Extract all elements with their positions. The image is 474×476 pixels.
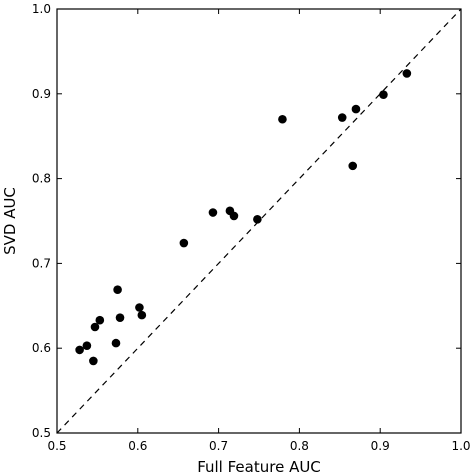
data-point [208, 208, 218, 217]
identity-dashed-line [56, 8, 462, 434]
y-tick-label: 0.5 [32, 426, 51, 440]
data-point [89, 356, 98, 366]
data-point [113, 285, 122, 294]
x-tick-label: 0.5 [47, 439, 66, 453]
x-axis-ticks: 0.5 0.6 0.7 0.8 0.9 1.0 [47, 9, 471, 453]
data-point [115, 313, 125, 322]
y-tick-label: 1.0 [32, 2, 51, 16]
x-tick-label: 0.9 [371, 439, 390, 453]
data-point [82, 341, 92, 350]
y-axis-label: SVD AUC [1, 187, 19, 255]
y-tick-label: 0.6 [32, 341, 51, 355]
y-tick-label: 0.8 [32, 172, 51, 186]
data-point [111, 338, 121, 348]
data-point [253, 215, 262, 224]
x-tick-label: 0.6 [128, 439, 147, 453]
data-point [135, 303, 144, 312]
x-tick-label: 0.8 [290, 439, 309, 453]
data-point [179, 238, 189, 248]
data-point [402, 69, 412, 78]
data-point [351, 104, 361, 114]
data-point [95, 315, 105, 325]
data-point [75, 345, 84, 355]
x-tick-label: 0.7 [209, 439, 228, 453]
y-tick-label: 0.9 [32, 87, 51, 101]
plot-frame [56, 8, 462, 434]
data-point [278, 114, 287, 124]
data-points [75, 69, 412, 366]
x-axis-label: Full Feature AUC [197, 458, 321, 476]
data-point [229, 211, 239, 221]
data-point [90, 322, 100, 332]
x-tick-label: 1.0 [451, 439, 470, 453]
data-point [137, 310, 147, 320]
y-tick-label: 0.7 [32, 256, 51, 270]
data-point [337, 113, 347, 122]
y-axis-ticks: 0.5 0.6 0.7 0.8 0.9 1.0 [32, 2, 461, 440]
data-point [379, 90, 388, 99]
data-point [348, 161, 358, 171]
